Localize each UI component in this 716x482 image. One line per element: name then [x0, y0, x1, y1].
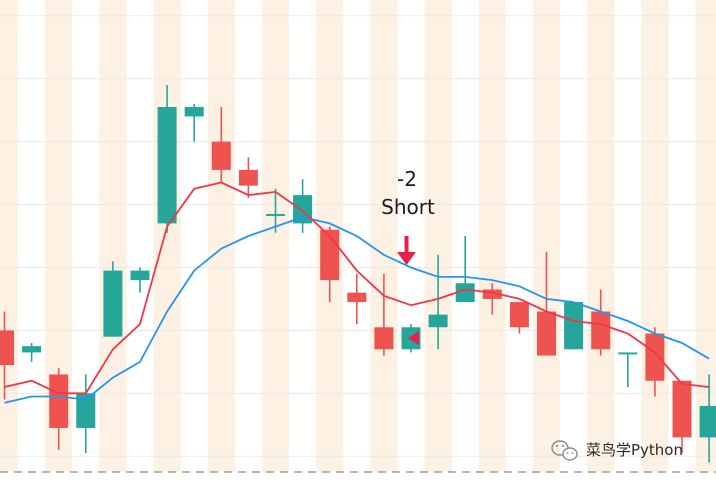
candle-body [266, 213, 285, 216]
candle-body [238, 169, 258, 186]
candle-down [509, 302, 529, 334]
candle-body [645, 333, 665, 381]
candle-up [455, 236, 475, 303]
candle-down [0, 311, 14, 400]
signal-count-label: -2 [397, 167, 417, 191]
candle-body [0, 330, 14, 366]
signal-short-label: Short [381, 195, 435, 219]
candle-body [211, 141, 231, 170]
candle-down [645, 327, 665, 397]
candle-body [374, 327, 394, 350]
short-signal: -2 Short [381, 167, 435, 345]
candle-down [49, 368, 69, 450]
candle-up [130, 267, 150, 293]
candle-body [699, 405, 716, 438]
bar-band [695, 0, 716, 472]
candle-down [591, 289, 611, 356]
bar-band [478, 0, 506, 472]
candle-up [428, 254, 448, 350]
entry-marker-icon [408, 331, 419, 345]
short-arrow-icon [397, 236, 416, 265]
candle-down [211, 106, 231, 183]
candle-down [238, 157, 258, 199]
candle-down [537, 251, 556, 356]
candle-body [591, 311, 611, 350]
candle-body [537, 311, 556, 356]
bar-band [424, 0, 452, 472]
candle-body [22, 346, 42, 353]
bar-band [370, 0, 398, 472]
candle-body [184, 106, 204, 117]
candle-body [103, 270, 123, 337]
candle-body [672, 380, 692, 438]
candle-up [103, 261, 123, 337]
candle-up [618, 352, 638, 388]
watermark: 菜鸟学Python [551, 440, 683, 461]
candle-up [266, 188, 285, 233]
candle-body [482, 289, 502, 299]
candle-down [672, 380, 692, 454]
watermark-text: 菜鸟学Python [586, 441, 683, 459]
candle-body [130, 270, 150, 281]
candle-up [184, 103, 204, 142]
bar-band [587, 0, 615, 472]
bar-band [153, 0, 181, 472]
ma-slow-line [4, 216, 710, 404]
candle-body [49, 374, 69, 428]
price-gridlines [0, 15, 716, 457]
candle-body [564, 302, 584, 350]
ma-fast-line [4, 181, 710, 395]
candle-body [347, 292, 367, 303]
candle-down [482, 283, 502, 315]
bar-band [641, 0, 669, 472]
candle-up [564, 302, 584, 350]
bar-band [99, 0, 127, 472]
candle-down [374, 273, 394, 356]
candle-up [699, 374, 716, 463]
candle-body [509, 302, 529, 328]
candle-down [347, 273, 367, 325]
candle-body [455, 283, 475, 303]
bar-band [207, 0, 235, 472]
candle-body [428, 314, 448, 328]
candle-body [76, 393, 96, 428]
candle-up [76, 374, 96, 454]
candle-up [157, 84, 177, 233]
candle-body [157, 106, 177, 224]
bar-band [261, 0, 290, 472]
wechat-icon [551, 440, 578, 461]
bar-band [532, 0, 561, 472]
candle-up [22, 342, 42, 362]
candle-body [618, 352, 638, 355]
